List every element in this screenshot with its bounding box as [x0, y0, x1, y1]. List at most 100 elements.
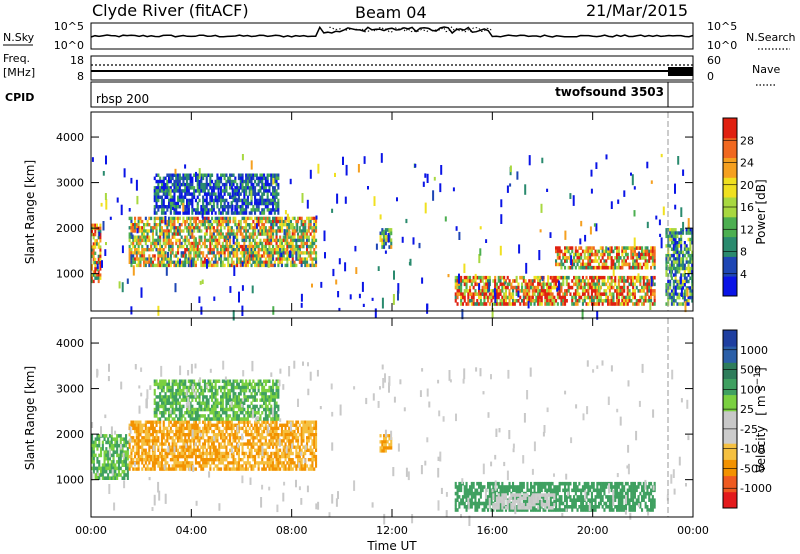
heatmap-cell	[148, 235, 151, 239]
heatmap-cell	[178, 179, 181, 184]
heatmap-cell	[619, 302, 622, 306]
heatmap-cell	[193, 226, 196, 230]
heatmap-cell	[169, 263, 172, 268]
heatmap-cell	[117, 469, 120, 474]
heatmap-cell	[135, 458, 138, 462]
heatmap-cell	[209, 176, 212, 181]
heatmap-cell	[289, 219, 292, 224]
heatmap-cell	[193, 195, 196, 199]
heatmap-cell	[291, 461, 294, 465]
heatmap-cell	[306, 251, 309, 255]
heatmap-cell	[488, 292, 491, 296]
heatmap-cell	[227, 254, 230, 258]
heatmap-cell	[246, 423, 249, 427]
heatmap-cell	[229, 219, 232, 224]
heatmap-cell	[99, 261, 102, 265]
heatmap-cell	[223, 433, 226, 437]
heatmap-cell	[191, 232, 194, 236]
heatmap-cell	[261, 458, 264, 462]
heatmap-cell	[189, 182, 192, 187]
heatmap-cell	[108, 466, 111, 471]
heatmap-cell	[259, 423, 262, 427]
heatmap-cell	[232, 260, 235, 264]
heatmap-cell	[665, 266, 668, 271]
heatmap-cell	[94, 453, 97, 458]
heatmap-cell	[123, 443, 126, 448]
heatmap-cell	[151, 229, 154, 233]
heatmap-cell	[144, 426, 147, 431]
heatmap-cell	[166, 467, 169, 471]
heatmap-cell	[607, 295, 610, 300]
heatmap-speck	[164, 215, 167, 225]
heatmap-cell	[169, 186, 172, 190]
heatmap-cell	[551, 279, 554, 283]
heatmap-cell	[257, 192, 260, 196]
heatmap-cell	[159, 429, 162, 434]
heatmap-cell	[248, 257, 251, 261]
heatmap-cell	[458, 282, 461, 287]
heatmap-cell	[263, 436, 266, 440]
heatmap-cell	[191, 448, 194, 452]
heatmap-cell	[250, 429, 253, 434]
heatmap-cell	[218, 445, 221, 449]
heatmap-speck	[354, 245, 357, 252]
heatmap-cell	[255, 451, 258, 456]
heatmap-cell	[139, 445, 142, 449]
heatmap-cell	[148, 238, 151, 243]
heatmap-cell	[691, 257, 694, 261]
heatmap-speck	[569, 193, 572, 199]
heatmap-cell	[295, 248, 298, 252]
heatmap-cell	[565, 289, 568, 293]
heatmap-cell	[261, 173, 264, 177]
heatmap-cell	[601, 282, 604, 287]
heatmap-speck	[201, 213, 204, 219]
heatmap-cell	[227, 232, 230, 236]
heatmap-cell	[218, 254, 221, 258]
heatmap-cell	[562, 295, 565, 300]
heatmap-cell	[289, 248, 292, 252]
heatmap-cell	[168, 198, 171, 203]
heatmap-cell	[528, 295, 531, 300]
heatmap-cell	[241, 442, 244, 446]
heatmap-cell	[478, 275, 481, 280]
heatmap-cell	[200, 223, 203, 227]
heatmap-cell	[252, 205, 255, 209]
heatmap-cell	[159, 229, 162, 233]
heatmap-cell	[504, 299, 507, 303]
heatmap-cell	[141, 445, 144, 449]
heatmap-cell	[211, 223, 214, 227]
heatmap-cell	[587, 249, 590, 254]
heatmap-cell	[306, 229, 309, 233]
heatmap-cell	[175, 189, 178, 193]
heatmap-cell	[248, 254, 251, 258]
heatmap-cell	[683, 299, 686, 303]
heatmap-cell	[685, 260, 688, 264]
heatmap-cell	[132, 467, 135, 471]
heatmap-cell	[91, 251, 93, 255]
heatmap-cell	[261, 208, 264, 212]
heatmap-cell	[646, 275, 649, 280]
heatmap-cell	[273, 229, 276, 233]
heatmap-cell	[186, 244, 189, 249]
heatmap-cell	[216, 238, 219, 243]
heatmap-cell	[492, 289, 495, 293]
heatmap-cell	[160, 254, 163, 258]
heatmap-cell	[157, 198, 160, 203]
heatmap-cell	[234, 433, 237, 437]
heatmap-cell	[510, 302, 513, 306]
colorbar-tick-label: 12	[740, 223, 754, 236]
heatmap-cell	[676, 260, 679, 264]
heatmap-cell	[98, 473, 101, 477]
heatmap-cell	[282, 461, 285, 465]
heatmap-cell	[99, 239, 102, 243]
heatmap-cell	[146, 439, 149, 443]
heatmap-cell	[182, 263, 185, 268]
heatmap-cell	[272, 223, 275, 227]
heatmap-cell	[184, 226, 187, 230]
heatmap-cell	[198, 436, 201, 440]
heatmap-cell	[168, 176, 171, 181]
heatmap-cell	[99, 223, 102, 227]
heatmap-cell	[150, 420, 153, 424]
heatmap-cell	[250, 211, 253, 215]
heatmap-cell	[157, 420, 160, 424]
